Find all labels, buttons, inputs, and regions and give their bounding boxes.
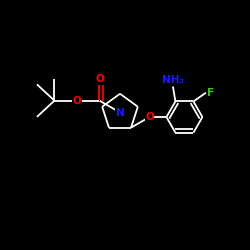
Text: O: O <box>95 74 104 85</box>
Text: NH₂: NH₂ <box>162 75 184 85</box>
Text: F: F <box>207 88 214 98</box>
Text: O: O <box>145 112 154 122</box>
Text: O: O <box>72 96 81 106</box>
Text: N: N <box>116 108 124 118</box>
